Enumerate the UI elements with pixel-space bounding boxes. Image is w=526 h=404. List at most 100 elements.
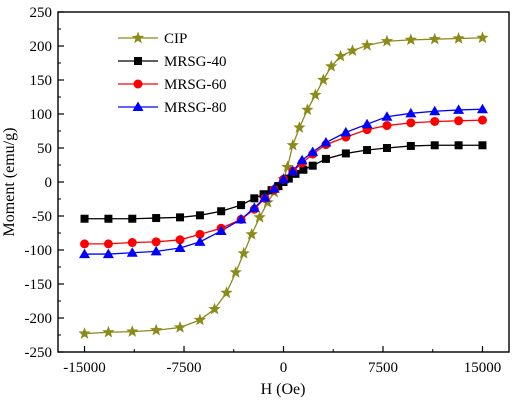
legend-marker-cip: [131, 31, 145, 44]
data-point-mrsg-40: [195, 211, 204, 220]
data-point-cip: [149, 323, 163, 336]
ticks: -15000 -7500 0 7500 15000 -250 -200 -150 -100 -50…: [25, 5, 502, 376]
data-point-mrsg-80: [287, 165, 299, 176]
data-point-cip: [334, 49, 347, 62]
data-point-cip: [346, 44, 359, 57]
data-point-mrsg-80: [248, 202, 260, 212]
data-point-mrsg-40: [341, 149, 350, 158]
x-tick-label: 0: [280, 360, 288, 376]
data-point-mrsg-40: [454, 141, 463, 150]
data-point-mrsg-60: [477, 115, 487, 125]
data-point-mrsg-80: [340, 126, 352, 137]
data-point-mrsg-60: [195, 229, 205, 239]
data-point-mrsg-60: [430, 116, 440, 126]
data-point-cip: [208, 302, 221, 315]
data-point-cip: [360, 38, 374, 51]
data-point-mrsg-80: [307, 146, 319, 157]
data-point-mrsg-80: [320, 137, 332, 147]
y-tick-label: -150: [25, 277, 53, 293]
data-point-mrsg-60: [406, 118, 416, 128]
data-point-mrsg-80: [381, 111, 393, 121]
data-point-mrsg-80: [429, 105, 441, 116]
data-point-cip: [281, 160, 294, 173]
data-point-cip: [229, 265, 242, 278]
data-point-mrsg-40: [363, 146, 372, 155]
data-point-cip: [78, 327, 91, 339]
y-tick-label: 0: [45, 175, 53, 191]
data-point-mrsg-40: [299, 165, 308, 174]
data-point-cip: [126, 325, 139, 337]
data-point-cip: [293, 121, 306, 133]
data-point-mrsg-40: [217, 207, 226, 216]
data-point-cip: [301, 103, 314, 116]
y-tick-label: -250: [25, 345, 53, 361]
y-tick-label: 250: [30, 5, 53, 21]
data-point-mrsg-60: [454, 116, 464, 126]
y-axis-label: Moment (emu/g): [1, 128, 18, 237]
y-tick-label: 50: [37, 141, 52, 157]
data-point-cip: [309, 88, 322, 101]
data-point-mrsg-80: [174, 242, 186, 252]
data-point-mrsg-60: [382, 121, 392, 131]
legend-label-mrsg-40: MRSG-40: [164, 54, 227, 70]
data-point-mrsg-40: [478, 141, 487, 150]
data-point-mrsg-80: [361, 118, 373, 129]
data-point-mrsg-80: [126, 247, 138, 257]
data-point-cip: [404, 33, 418, 46]
data-point-mrsg-80: [235, 213, 247, 224]
data-point-mrsg-80: [405, 107, 417, 118]
data-point-cip: [237, 246, 250, 259]
y-tick-label: 100: [30, 107, 53, 123]
data-point-cip: [173, 321, 187, 333]
data-point-mrsg-40: [406, 141, 415, 150]
legend-marker-mrsg-40: [134, 57, 142, 65]
x-tick-label: 15000: [464, 360, 502, 376]
data-point-cip: [193, 313, 207, 326]
legend-label-mrsg-80: MRSG-80: [164, 100, 227, 116]
data-point-cip: [428, 32, 441, 45]
data-point-mrsg-40: [284, 174, 293, 183]
legend-marker-mrsg-80: [132, 101, 144, 111]
data-point-cip: [102, 325, 115, 338]
data-point-mrsg-40: [308, 161, 317, 170]
legend: CIP MRSG-40 MRSG-60 MRSG-80: [118, 31, 227, 116]
data-point-mrsg-60: [127, 238, 137, 248]
data-point-cip: [286, 138, 299, 151]
data-point-mrsg-80: [453, 104, 465, 114]
y-tick-label: -50: [32, 209, 52, 225]
x-tick-label: 7500: [368, 360, 398, 376]
data-point-mrsg-80: [259, 192, 271, 202]
data-point-mrsg-40: [382, 144, 391, 152]
y-tick-label: -100: [25, 243, 53, 259]
data-point-mrsg-40: [321, 154, 330, 163]
data-point-mrsg-80: [268, 183, 280, 193]
data-point-mrsg-60: [103, 239, 113, 249]
data-point-cip: [220, 286, 233, 299]
data-point-mrsg-60: [151, 237, 161, 247]
series-markers: [78, 31, 489, 339]
x-tick-label: -15000: [63, 360, 106, 376]
legend-marker-mrsg-60: [133, 79, 143, 89]
legend-label-mrsg-60: MRSG-60: [164, 77, 227, 93]
data-point-mrsg-60: [80, 239, 90, 249]
legend-label-cip: CIP: [164, 31, 187, 47]
data-point-mrsg-40: [128, 214, 137, 223]
data-point-mrsg-80: [476, 103, 488, 114]
data-point-mrsg-80: [79, 248, 91, 259]
data-point-mrsg-40: [80, 214, 89, 223]
data-point-mrsg-80: [296, 154, 308, 165]
data-point-mrsg-80: [278, 173, 289, 184]
data-point-mrsg-60: [175, 235, 185, 245]
data-point-mrsg-40: [250, 194, 259, 203]
y-tick-label: 200: [30, 39, 53, 55]
data-point-mrsg-80: [150, 245, 162, 256]
data-point-mrsg-80: [194, 236, 206, 246]
x-axis-label: H (Oe): [261, 381, 306, 398]
data-point-mrsg-40: [274, 182, 283, 191]
x-tick-label: -7500: [167, 360, 202, 376]
y-tick-label: -200: [25, 311, 53, 327]
data-point-mrsg-40: [176, 213, 185, 222]
data-point-cip: [476, 31, 489, 44]
data-point-mrsg-80: [215, 225, 227, 235]
